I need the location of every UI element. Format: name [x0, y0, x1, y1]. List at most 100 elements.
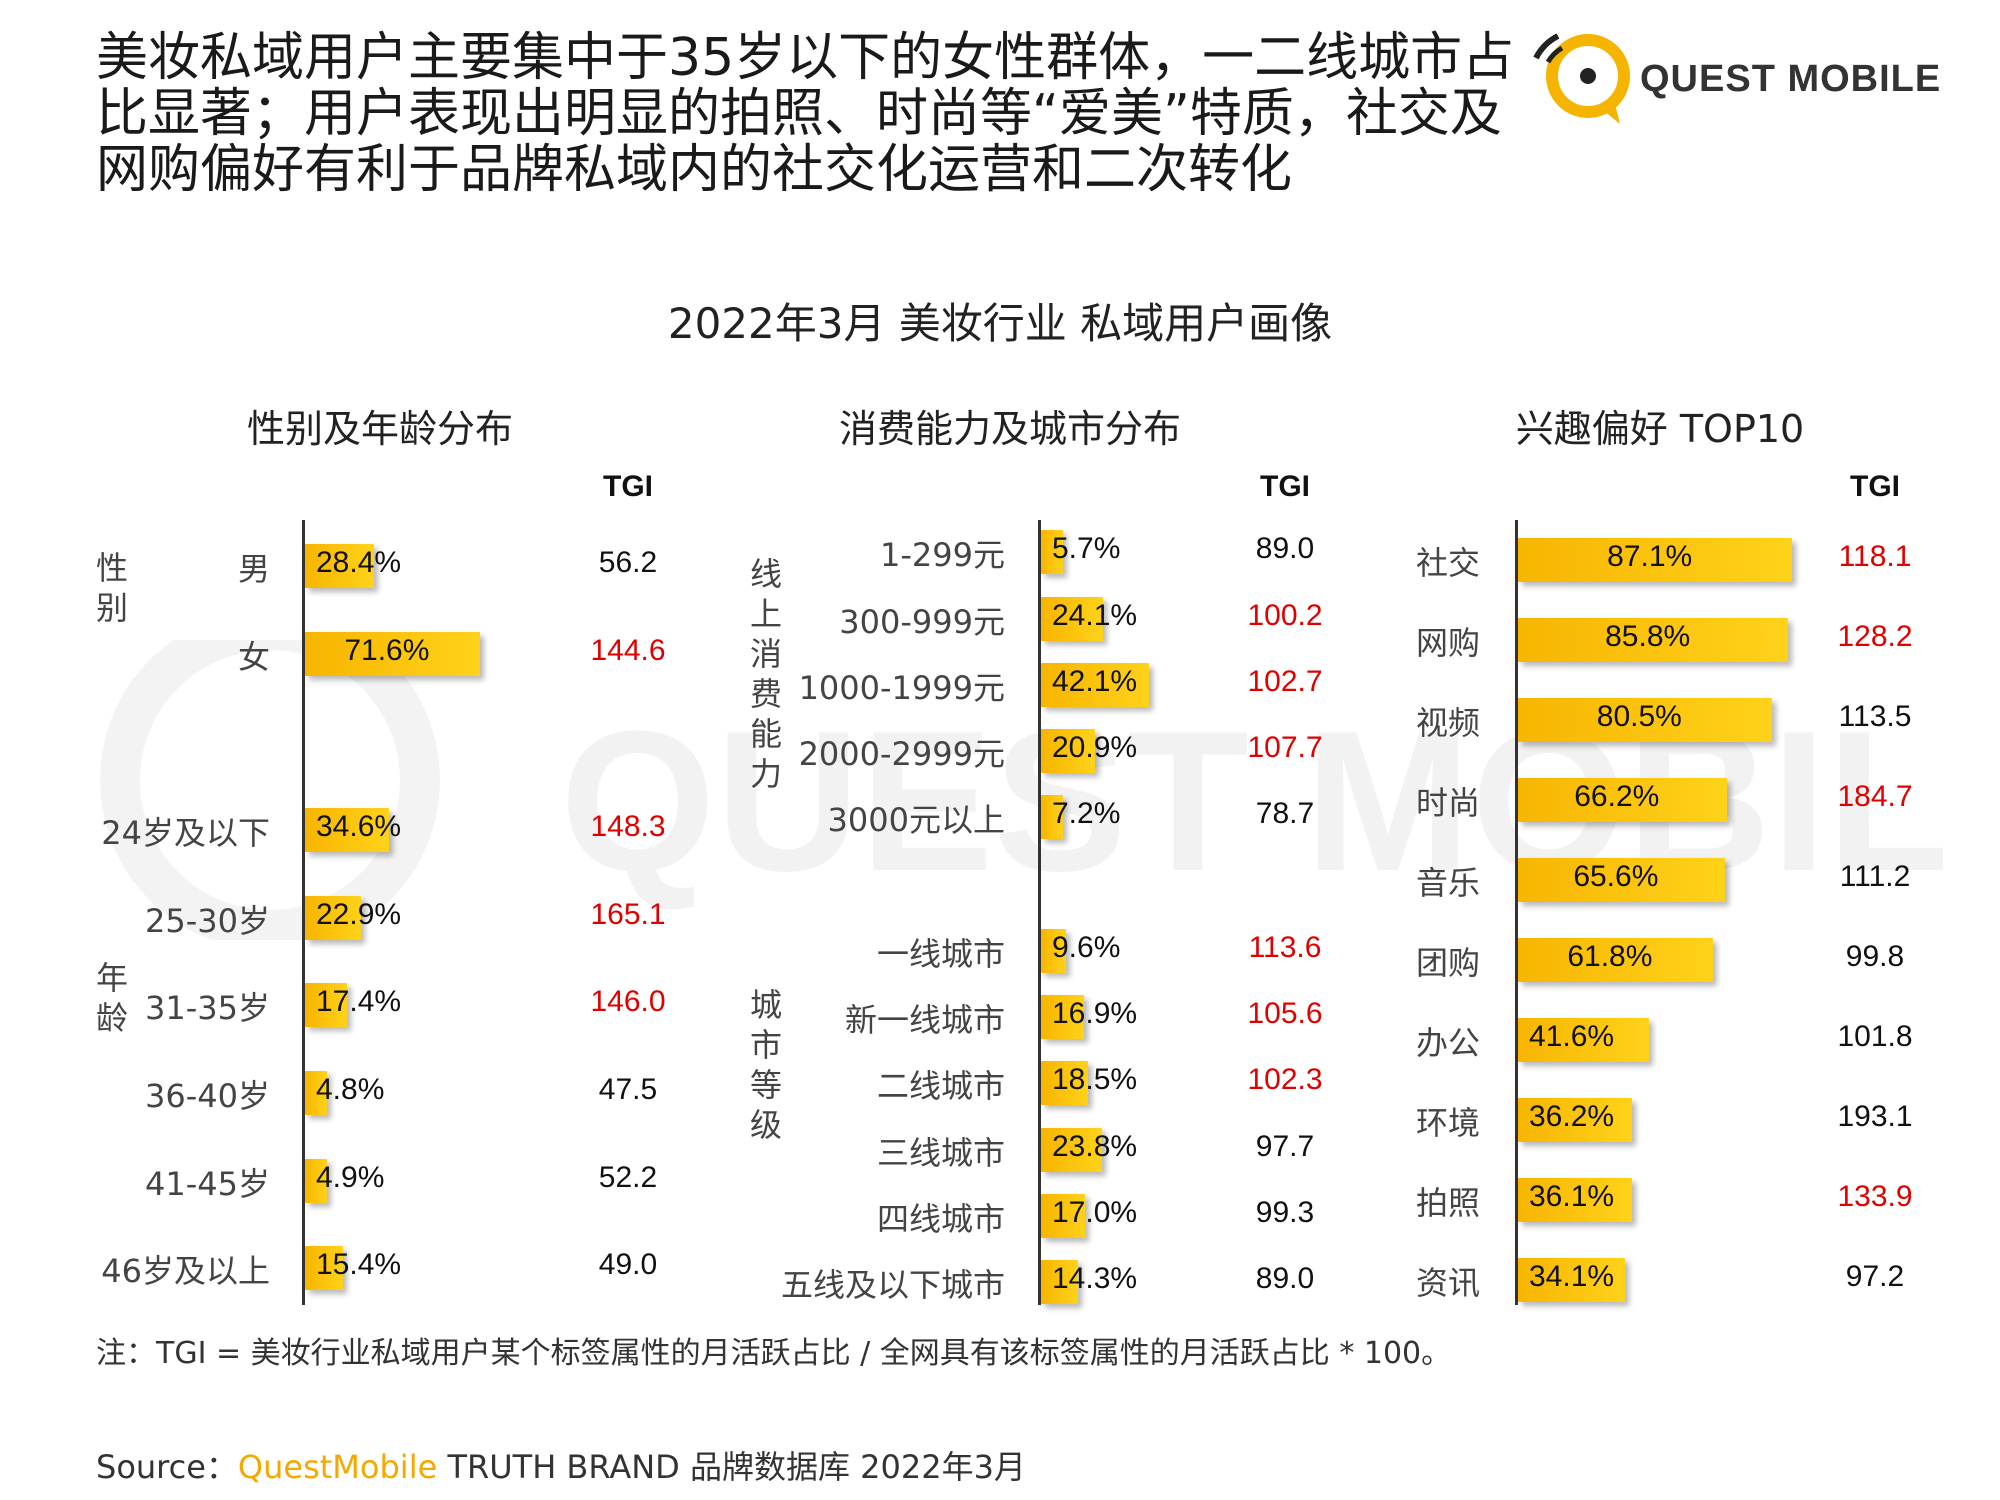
bar — [1041, 1061, 1089, 1105]
bar — [1518, 1258, 1626, 1302]
bar-value-label: 17.4% — [316, 985, 402, 1018]
category-label: 五线及以下城市 — [780, 1266, 1005, 1304]
tgi-value: 193.1 — [1837, 1100, 1913, 1133]
bar-value-label: 41.6% — [1529, 1020, 1615, 1053]
group-label: 年龄 — [95, 959, 128, 1037]
category-label: 女 — [237, 638, 270, 676]
bar-value-label: 20.9% — [1052, 731, 1138, 764]
tgi-header: TGI — [1260, 470, 1310, 503]
tgi-value: 113.6 — [1248, 931, 1322, 964]
bar — [1041, 729, 1095, 773]
category-label: 视频 — [1415, 704, 1480, 742]
bar-value-label: 14.3% — [1052, 1262, 1138, 1295]
category-label: 环境 — [1415, 1104, 1480, 1142]
group-label: 性别 — [95, 549, 128, 627]
bar — [1041, 1260, 1078, 1304]
category-label: 办公 — [1415, 1024, 1480, 1062]
bar — [1041, 1194, 1085, 1238]
tgi-value: 97.7 — [1255, 1130, 1315, 1163]
bar — [1041, 1128, 1102, 1172]
bar — [1518, 858, 1725, 902]
bar — [305, 1071, 327, 1115]
tgi-value: 144.6 — [590, 634, 666, 667]
panel-title: 性别及年龄分布 — [246, 407, 513, 451]
logo-icon — [1533, 33, 1630, 124]
tgi-value: 148.3 — [590, 810, 666, 843]
bar — [1518, 1178, 1632, 1222]
bar — [1518, 1098, 1633, 1142]
quest-mobile-logo — [1533, 33, 1630, 124]
group-label: 线上消费能力 — [749, 555, 782, 793]
bar — [1518, 1018, 1650, 1062]
category-label: 24岁及以下 — [101, 814, 270, 852]
bar-value-label: 65.6% — [1573, 860, 1659, 893]
bar-value-label: 16.9% — [1052, 997, 1138, 1030]
tgi-value: 111.2 — [1839, 860, 1911, 893]
source-rest: TRUTH BRAND 品牌数据库 2022年3月 — [437, 1448, 1026, 1486]
bar — [1041, 995, 1085, 1039]
bar — [1041, 663, 1149, 707]
tgi-value: 100.2 — [1247, 599, 1323, 632]
bar — [1041, 530, 1063, 574]
bar — [1041, 597, 1103, 641]
bar — [305, 544, 375, 588]
bar — [1518, 698, 1772, 742]
y-axis-line — [1515, 520, 1518, 1305]
bar-value-label: 5.7% — [1052, 532, 1121, 565]
category-label: 资讯 — [1415, 1264, 1480, 1302]
category-label: 新一线城市 — [844, 1001, 1005, 1039]
bar-value-label: 71.6% — [344, 634, 430, 667]
footnote: 注：TGI = 美妆行业私域用户某个标签属性的月活跃占比 / 全网具有该标签属性… — [96, 1336, 1452, 1371]
bar — [305, 632, 480, 676]
bar — [1041, 929, 1066, 973]
bar-value-label: 15.4% — [316, 1248, 402, 1281]
category-label: 300-999元 — [839, 603, 1005, 641]
panel-title: 兴趣偏好 TOP10 — [1515, 407, 1805, 451]
category-label: 社交 — [1415, 544, 1480, 582]
bar-value-label: 18.5% — [1052, 1063, 1138, 1096]
category-label: 四线城市 — [876, 1200, 1005, 1238]
tgi-value: 89.0 — [1255, 1262, 1315, 1295]
tgi-value: 89.0 — [1255, 532, 1315, 565]
bar — [305, 1159, 327, 1203]
category-label: 团购 — [1415, 944, 1480, 982]
tgi-value: 99.8 — [1845, 940, 1905, 973]
bar-value-label: 36.2% — [1529, 1100, 1615, 1133]
tgi-value: 102.7 — [1247, 665, 1323, 698]
bar — [1518, 778, 1727, 822]
bar-value-label: 80.5% — [1596, 700, 1682, 733]
bar-value-label: 7.2% — [1052, 797, 1121, 830]
tgi-value: 99.3 — [1255, 1196, 1315, 1229]
y-axis-line — [1038, 520, 1041, 1305]
bar — [305, 1246, 343, 1290]
category-label: 36-40岁 — [145, 1077, 270, 1115]
tgi-value: 78.7 — [1255, 797, 1315, 830]
category-label: 网购 — [1415, 624, 1480, 662]
category-label: 46岁及以上 — [101, 1252, 270, 1290]
tgi-header: TGI — [603, 470, 653, 503]
bar — [305, 983, 348, 1027]
bar — [1518, 938, 1713, 982]
source-brand: QuestMobile — [237, 1448, 438, 1486]
bar — [1518, 618, 1789, 662]
bar-value-label: 4.9% — [316, 1161, 385, 1194]
category-label: 二线城市 — [876, 1067, 1005, 1105]
category-label: 音乐 — [1415, 864, 1480, 902]
bar-value-label: 17.0% — [1052, 1196, 1138, 1229]
tgi-value: 56.2 — [598, 546, 658, 579]
bar-value-label: 4.8% — [316, 1073, 385, 1106]
tgi-value: 97.2 — [1845, 1260, 1905, 1293]
category-label: 时尚 — [1415, 784, 1480, 822]
bar — [1041, 795, 1063, 839]
tgi-value: 184.7 — [1837, 780, 1913, 813]
bar-value-label: 36.1% — [1529, 1180, 1615, 1213]
category-label: 41-45岁 — [145, 1165, 270, 1203]
bar-value-label: 61.8% — [1567, 940, 1653, 973]
panel-title: 消费能力及城市分布 — [838, 407, 1181, 451]
source-prefix: Source： — [96, 1448, 238, 1486]
category-label: 31-35岁 — [145, 989, 270, 1027]
tgi-value: 49.0 — [598, 1248, 658, 1281]
logo-text: QUEST MOBILE — [1640, 58, 1942, 100]
group-label: 城市等级 — [749, 986, 782, 1144]
tgi-value: 105.6 — [1247, 997, 1323, 1030]
